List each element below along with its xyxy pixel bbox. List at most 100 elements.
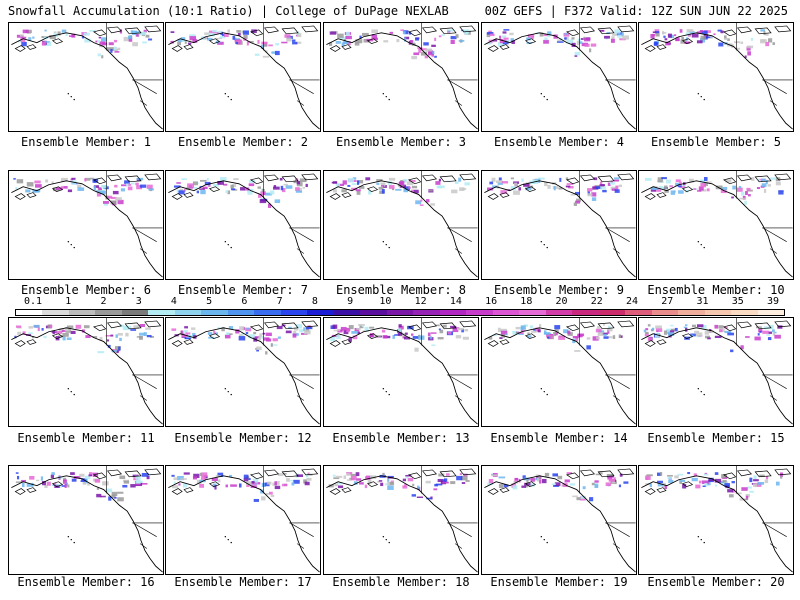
colorbar-swatch	[333, 310, 361, 315]
ensemble-member-map	[638, 317, 794, 427]
colorbar-swatch	[439, 310, 467, 315]
ensemble-member-map	[165, 22, 321, 132]
colorbar-swatch	[16, 310, 43, 315]
ensemble-member-label: Ensemble Member: 3	[335, 135, 467, 149]
colorbar-swatch	[731, 310, 758, 315]
ensemble-member-label: Ensemble Member: 13	[332, 431, 470, 445]
ensemble-member-map	[323, 465, 479, 575]
colorbar-labels: 0.1 1 2 3 4 5 6 7 8 9 10 12 14 16 18 20 22 24 27 31 35 39	[15, 296, 785, 308]
colorbar-label: 6	[241, 296, 248, 307]
colorbar-swatch	[42, 310, 69, 315]
ensemble-member-label: Ensemble Member: 2	[177, 135, 309, 149]
snowfall-map	[168, 23, 320, 130]
colorbar-swatch	[174, 310, 202, 315]
colorbar-swatch	[148, 310, 175, 315]
colorbar-swatch	[466, 310, 493, 315]
colorbar-swatch	[598, 310, 626, 315]
snowfall-map	[168, 466, 320, 573]
colorbar-swatch	[678, 310, 705, 315]
snowfall-map	[484, 171, 636, 278]
ensemble-member-map	[638, 465, 794, 575]
colorbar-label: 14	[449, 296, 462, 307]
snowfall-map	[326, 318, 478, 425]
ensemble-member-label: Ensemble Member: 4	[493, 135, 625, 149]
ensemble-member-map	[8, 317, 164, 427]
ensemble-member-label: Ensemble Member: 18	[332, 575, 470, 589]
snowfall-colorbar	[15, 309, 785, 316]
ensemble-member-label: Ensemble Member: 8	[335, 283, 467, 297]
ensemble-member-label: Ensemble Member: 15	[647, 431, 785, 445]
colorbar-swatch	[201, 310, 228, 315]
colorbar-swatch	[360, 310, 387, 315]
snowfall-map	[11, 466, 163, 573]
colorbar-swatch	[386, 310, 414, 315]
colorbar-label: 22	[590, 296, 603, 307]
colorbar-swatch	[651, 310, 679, 315]
colorbar-label: 31	[696, 296, 709, 307]
snowfall-map	[484, 318, 636, 425]
colorbar-swatch	[519, 310, 546, 315]
ensemble-member-map	[8, 465, 164, 575]
ensemble-member-map	[8, 22, 164, 132]
colorbar-swatch	[280, 310, 308, 315]
colorbar-swatch	[413, 310, 440, 315]
ensemble-member-map	[8, 170, 164, 280]
snowfall-map	[11, 171, 163, 278]
ensemble-member-map	[638, 170, 794, 280]
snowfall-map	[641, 171, 793, 278]
colorbar-swatch	[757, 310, 785, 315]
model-valid-time: 00Z GEFS | F372 Valid: 12Z SUN JUN 22 20…	[484, 4, 788, 18]
colorbar-label: 12	[414, 296, 427, 307]
ensemble-member-label: Ensemble Member: 19	[490, 575, 628, 589]
ensemble-member-map	[323, 317, 479, 427]
ensemble-member-label: Ensemble Member: 9	[493, 283, 625, 297]
ensemble-member-label: Ensemble Member: 14	[490, 431, 628, 445]
ensemble-member-label: Ensemble Member: 1	[20, 135, 152, 149]
colorbar-swatch	[254, 310, 281, 315]
colorbar-label: 24	[626, 296, 639, 307]
colorbar-swatch	[95, 310, 122, 315]
ensemble-member-label: Ensemble Member: 16	[17, 575, 155, 589]
ensemble-member-map	[481, 465, 637, 575]
colorbar-label: 20	[555, 296, 568, 307]
ensemble-member-map	[165, 465, 321, 575]
colorbar-swatch	[68, 310, 96, 315]
colorbar-label: 4	[170, 296, 177, 307]
colorbar-label: 10	[379, 296, 392, 307]
snowfall-map	[11, 318, 163, 425]
ensemble-member-map	[481, 317, 637, 427]
colorbar-label: 3	[135, 296, 142, 307]
ensemble-member-map	[165, 317, 321, 427]
colorbar-label: 5	[206, 296, 213, 307]
colorbar-label: 7	[276, 296, 283, 307]
ensemble-member-label: Ensemble Member: 10	[647, 283, 785, 297]
ensemble-member-map	[481, 22, 637, 132]
colorbar-label: 16	[485, 296, 498, 307]
snowfall-map	[484, 466, 636, 573]
snowfall-map	[326, 466, 478, 573]
ensemble-member-map	[323, 170, 479, 280]
snowfall-map	[326, 171, 478, 278]
snowfall-map	[641, 318, 793, 425]
ensemble-member-label: Ensemble Member: 17	[174, 575, 312, 589]
colorbar-label: 27	[661, 296, 674, 307]
snowfall-map	[11, 23, 163, 130]
colorbar-label: 18	[520, 296, 533, 307]
colorbar-swatch	[704, 310, 732, 315]
ensemble-member-map	[165, 170, 321, 280]
colorbar-label: 35	[731, 296, 744, 307]
ensemble-member-map	[481, 170, 637, 280]
colorbar-label: 9	[347, 296, 354, 307]
ensemble-member-map	[323, 22, 479, 132]
ensemble-member-map	[638, 22, 794, 132]
ensemble-member-label: Ensemble Member: 11	[17, 431, 155, 445]
ensemble-member-label: Ensemble Member: 20	[647, 575, 785, 589]
colorbar-swatch	[572, 310, 599, 315]
colorbar-swatch	[545, 310, 573, 315]
ensemble-member-label: Ensemble Member: 5	[650, 135, 782, 149]
colorbar-swatch	[227, 310, 255, 315]
snowfall-map	[326, 23, 478, 130]
snowfall-map	[168, 171, 320, 278]
ensemble-member-label: Ensemble Member: 7	[177, 283, 309, 297]
colorbar-swatch	[121, 310, 149, 315]
